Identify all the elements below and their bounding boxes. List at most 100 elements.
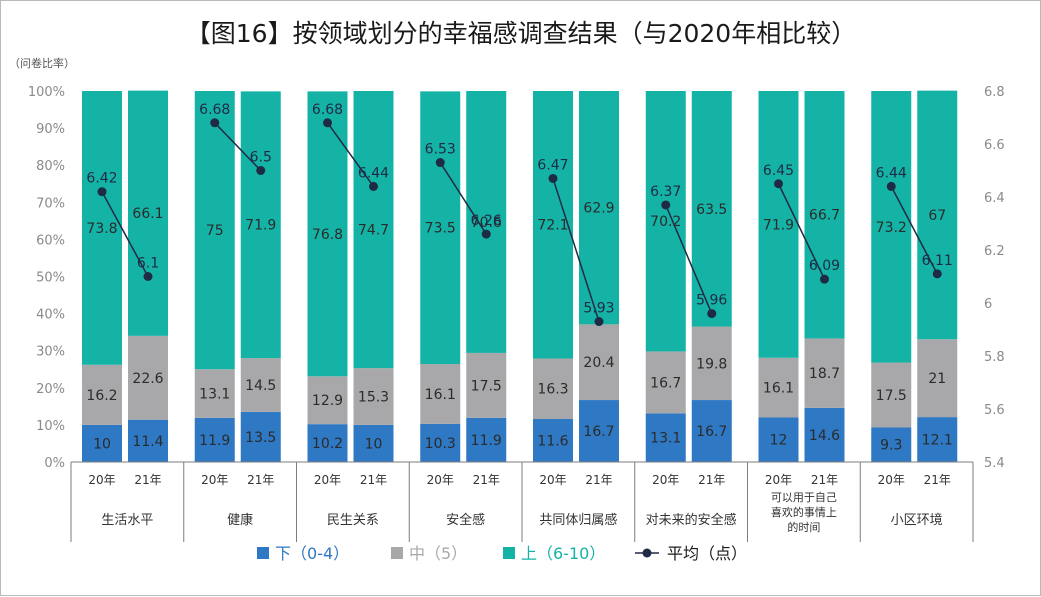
bar-segment-high <box>645 91 686 352</box>
bar-value-label-low: 10.2 <box>312 436 343 452</box>
bar-segment-mid <box>82 364 122 425</box>
bar-value-label-high: 63.5 <box>696 202 727 218</box>
left-axis-unit: （问卷比率） <box>9 56 75 70</box>
bar-value-label-high: 66.7 <box>809 208 840 224</box>
average-value-label: 6.47 <box>537 157 568 173</box>
bar-value-label-mid: 18.7 <box>809 366 840 382</box>
bar-segment-high <box>307 91 348 377</box>
x-tick-label-year: 21年 <box>473 473 500 487</box>
average-point <box>820 274 829 284</box>
x-tick-label-year: 20年 <box>539 473 566 487</box>
bar-value-label-mid: 16.2 <box>86 388 117 404</box>
bar-value-label-high: 70.6 <box>471 215 502 231</box>
bar-value-label-mid: 15.3 <box>358 390 389 406</box>
bar-segment-low <box>194 417 235 462</box>
bar-segment-high <box>128 90 168 336</box>
average-value-label: 6.37 <box>650 184 681 200</box>
bar-segment-low <box>758 417 799 462</box>
bar-value-label-low: 11.6 <box>537 433 568 449</box>
average-value-label: 6.44 <box>358 165 389 181</box>
bar-segment-mid <box>194 369 235 418</box>
bar-value-label-mid: 13.1 <box>199 387 230 403</box>
average-point <box>886 181 896 191</box>
x-category-label: 民生关系 <box>327 513 379 528</box>
bar-value-label-low: 13.1 <box>650 431 681 447</box>
x-tick-label-year: 21年 <box>134 473 161 487</box>
bar-value-label-low: 12 <box>770 433 788 449</box>
bar-value-label-high: 62.9 <box>583 201 614 217</box>
bar-value-label-high: 76.8 <box>312 227 343 243</box>
bar-segment-high <box>82 91 122 365</box>
bar-value-label-low: 16.7 <box>696 424 727 440</box>
left-axis-tick-label: 60% <box>36 233 65 248</box>
x-tick-label-year: 20年 <box>314 473 341 487</box>
average-line-segment <box>101 191 149 277</box>
bar-value-label-high: 74.7 <box>358 223 389 239</box>
average-point <box>707 309 717 319</box>
bar-value-label-high: 75 <box>206 223 224 239</box>
x-category-label: 可以用于自己 <box>771 491 837 504</box>
bar-segment-high <box>871 91 912 363</box>
bar-value-label-low: 16.7 <box>583 424 614 440</box>
bar-segment-high <box>466 91 507 353</box>
bar-segment-low <box>128 419 168 462</box>
average-point <box>661 200 671 210</box>
bar-segment-low <box>691 400 732 462</box>
bar-segment-mid <box>645 351 686 414</box>
average-value-label: 5.96 <box>696 293 727 309</box>
bar-value-label-low: 9.3 <box>880 438 902 454</box>
bar-value-label-mid: 16.1 <box>763 381 794 397</box>
average-value-label: 6.26 <box>471 213 502 229</box>
bar-segment-low <box>804 407 845 462</box>
right-axis-tick-label: 6.6 <box>984 138 1005 153</box>
x-tick-label-year: 20年 <box>878 473 905 487</box>
average-point <box>97 187 107 197</box>
x-tick-label-year: 21年 <box>924 473 951 487</box>
average-point <box>143 272 153 281</box>
average-value-label: 5.93 <box>583 301 614 317</box>
bar-segment-low <box>466 417 507 462</box>
average-point <box>323 118 332 128</box>
average-point <box>932 269 942 279</box>
bar-segment-high <box>804 91 845 339</box>
bar-segment-mid <box>758 357 799 418</box>
right-axis-tick-label: 5.4 <box>984 456 1005 471</box>
bar-value-label-low: 10.3 <box>425 436 456 452</box>
average-series: 6.42 6.1 6.68 6.5 6.68 6.44 6.53 6.26 6.47 5.93 6.… <box>86 102 953 327</box>
bar-value-label-high: 70.2 <box>650 214 681 230</box>
bar-value-label-mid: 16.7 <box>650 375 681 391</box>
bar-segment-high <box>420 91 461 365</box>
average-value-label: 6.42 <box>86 171 117 187</box>
right-axis-tick-label: 5.6 <box>984 403 1005 418</box>
bar-segment-mid <box>579 324 619 401</box>
bar-value-label-mid: 14.5 <box>245 378 276 394</box>
bar-segment-mid <box>917 339 958 418</box>
bar-segment-mid <box>420 364 461 424</box>
x-tick-label-year: 20年 <box>652 473 679 487</box>
average-value-label: 6.09 <box>809 258 840 274</box>
average-point <box>548 173 558 183</box>
average-value-label: 6.68 <box>312 102 343 118</box>
bar-value-label-mid: 12.9 <box>312 393 343 409</box>
bar-segment-low <box>871 427 912 462</box>
left-axis-ticks: 0% 10% 20% 30% 40% 50% 60% 70% 80% 90% 100% <box>28 85 65 471</box>
bar-value-label-low: 11.9 <box>199 433 230 449</box>
legend-label: 下（0-4） <box>275 544 349 563</box>
right-axis-tick-label: 6 <box>984 297 992 312</box>
bar-segment-mid <box>691 326 732 401</box>
bar-value-label-high: 73.5 <box>425 221 456 237</box>
average-value-label: 6.68 <box>199 102 230 118</box>
left-axis-tick-label: 10% <box>36 419 65 434</box>
bar-value-label-mid: 17.5 <box>471 378 502 394</box>
x-tick-label-year: 21年 <box>811 473 838 487</box>
bar-value-label-high: 72.1 <box>537 218 568 234</box>
bar-segment-high <box>579 91 619 325</box>
bar-value-label-low: 11.4 <box>132 434 163 450</box>
bar-value-label-low: 13.5 <box>245 430 276 446</box>
bar-segment-low <box>353 424 394 462</box>
average-line-segment <box>326 122 375 187</box>
right-axis-tick-label: 6.4 <box>984 191 1005 206</box>
bar-segment-high <box>240 91 281 359</box>
left-axis-tick-label: 20% <box>36 382 65 397</box>
